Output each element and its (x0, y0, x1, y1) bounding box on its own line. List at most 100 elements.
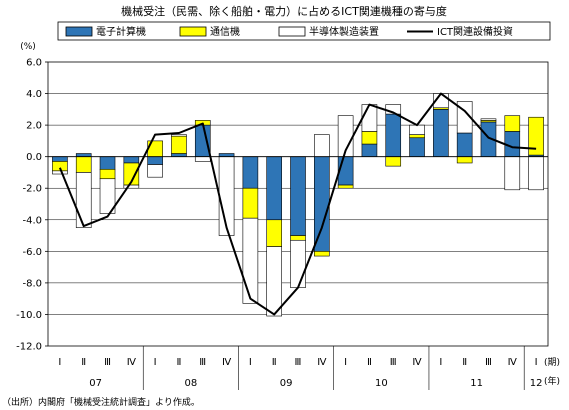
y-tick-label: 0.0 (26, 152, 42, 163)
x-axis-quarter-unit: (期) (544, 357, 560, 368)
bar-segment (171, 153, 187, 157)
bar-segment (52, 170, 68, 175)
x-tick-label-quarter: Ⅲ (485, 357, 492, 368)
legend-swatch-computer (65, 26, 93, 37)
y-tick-label: -4.0 (22, 215, 42, 226)
bar-segment (480, 118, 497, 121)
x-axis-year-unit: (年) (544, 375, 560, 387)
x-tick-label-year: 07 (89, 378, 102, 389)
x-tick-label-quarter: Ⅱ (462, 357, 467, 368)
x-tick-label-quarter: Ⅳ (222, 357, 232, 368)
bar-segment (52, 156, 68, 162)
bar-segment (242, 156, 259, 189)
legend-label-computer: 電子計算機 (96, 25, 146, 38)
x-tick-label-quarter: Ⅲ (104, 357, 111, 368)
legend-label-telecom: 通信機 (210, 25, 240, 38)
legend-swatch-telecom (179, 26, 207, 37)
x-tick-label-quarter: Ⅰ (249, 357, 252, 368)
y-axis-unit: (%) (20, 42, 36, 52)
bar-segment (171, 135, 187, 154)
legend-swatch-semiconductor (278, 26, 306, 37)
x-tick-label-quarter: Ⅲ (199, 357, 206, 368)
bar-segment (504, 115, 521, 132)
x-tick-label-quarter: Ⅰ (58, 357, 61, 368)
x-tick-label-quarter: Ⅱ (272, 357, 277, 368)
x-tick-label-year: 10 (375, 378, 388, 389)
bar-segment (314, 156, 330, 252)
bar-segment (337, 184, 354, 189)
y-tick-label: -10.0 (16, 310, 42, 321)
bar-segment (433, 109, 449, 157)
legend-label-ict: ICT関連設備投資 (437, 25, 513, 38)
bar-segment (361, 131, 378, 145)
bar-segment (528, 116, 544, 156)
bar-segment (290, 156, 306, 236)
bar-segment (361, 143, 378, 157)
bar-segment (194, 124, 211, 157)
bar-segment (385, 156, 402, 167)
x-tick-label-year: 08 (184, 378, 197, 389)
bar-segment (409, 137, 425, 157)
bar-segment (456, 132, 473, 157)
bar-segment (75, 153, 92, 157)
bar-segment (123, 184, 140, 189)
x-tick-label-quarter: Ⅰ (439, 357, 442, 368)
x-tick-label-quarter: Ⅱ (176, 357, 181, 368)
x-tick-label-quarter: Ⅱ (367, 357, 372, 368)
x-tick-label-year: 09 (280, 378, 293, 389)
bar-segment (409, 134, 425, 139)
bar-segment (385, 113, 402, 157)
legend: 電子計算機 通信機 半導体製造装置 ICT関連設備投資 (57, 21, 551, 41)
bar-segment (99, 168, 116, 180)
bar-segment (361, 104, 378, 132)
x-tick-label-quarter: Ⅲ (390, 357, 397, 368)
bar-segment (409, 124, 425, 135)
source-note: （出所）内閣府「機械受注統計調査」より作成。 (2, 396, 200, 408)
x-tick-label-quarter: Ⅳ (317, 357, 327, 368)
bar-segment (75, 172, 92, 228)
y-tick-label: -12.0 (16, 342, 42, 353)
bar-segment (266, 219, 282, 247)
y-tick-label: -2.0 (22, 184, 42, 195)
plot-frame (47, 61, 549, 347)
series-line-ict (58, 92, 537, 316)
x-tick-label-quarter: Ⅰ (344, 357, 347, 368)
bar-segment (218, 153, 235, 157)
bar-segment (75, 156, 92, 173)
y-tick-label: -8.0 (22, 278, 42, 289)
y-tick-label: 2.0 (26, 121, 42, 132)
bar-segment (194, 156, 211, 162)
x-tick-label-quarter: Ⅰ (154, 357, 157, 368)
bar-segment (528, 156, 544, 191)
x-tick-label-quarter: Ⅳ (412, 357, 422, 368)
bar-segment (147, 156, 163, 165)
bar-segment (456, 156, 473, 164)
x-tick-label-quarter: Ⅰ (535, 357, 538, 368)
x-tick-label-year: 12 (530, 378, 543, 389)
bar-segment (123, 156, 140, 164)
bar-segment (242, 217, 259, 304)
x-tick-label-quarter: Ⅲ (295, 357, 302, 368)
x-tick-label-year: 11 (470, 378, 483, 389)
x-tick-label-quarter: Ⅳ (127, 357, 137, 368)
chart-title: 機械受注（民需、除く船舶・電力）に占めるICT関連機種の寄与度 (121, 4, 447, 18)
bar-segment (171, 134, 187, 137)
bar-segment (266, 156, 282, 221)
bar-segment (290, 235, 306, 241)
bar-segment (314, 251, 330, 257)
bar-segment (290, 239, 306, 288)
y-tick-label: 6.0 (26, 58, 42, 69)
bar-segment (504, 156, 521, 191)
y-tick-label: 4.0 (26, 89, 42, 100)
bar-segment (337, 156, 354, 186)
x-tick-label-quarter: Ⅳ (508, 357, 518, 368)
x-tick-label-quarter: Ⅱ (81, 357, 86, 368)
bar-segment (99, 156, 116, 170)
y-tick-label: -6.0 (22, 247, 42, 258)
bar-segment (147, 164, 163, 178)
bar-segment (242, 187, 259, 219)
bar-segment (99, 178, 116, 214)
bar-segment (266, 246, 282, 317)
bar-segment (314, 134, 330, 157)
